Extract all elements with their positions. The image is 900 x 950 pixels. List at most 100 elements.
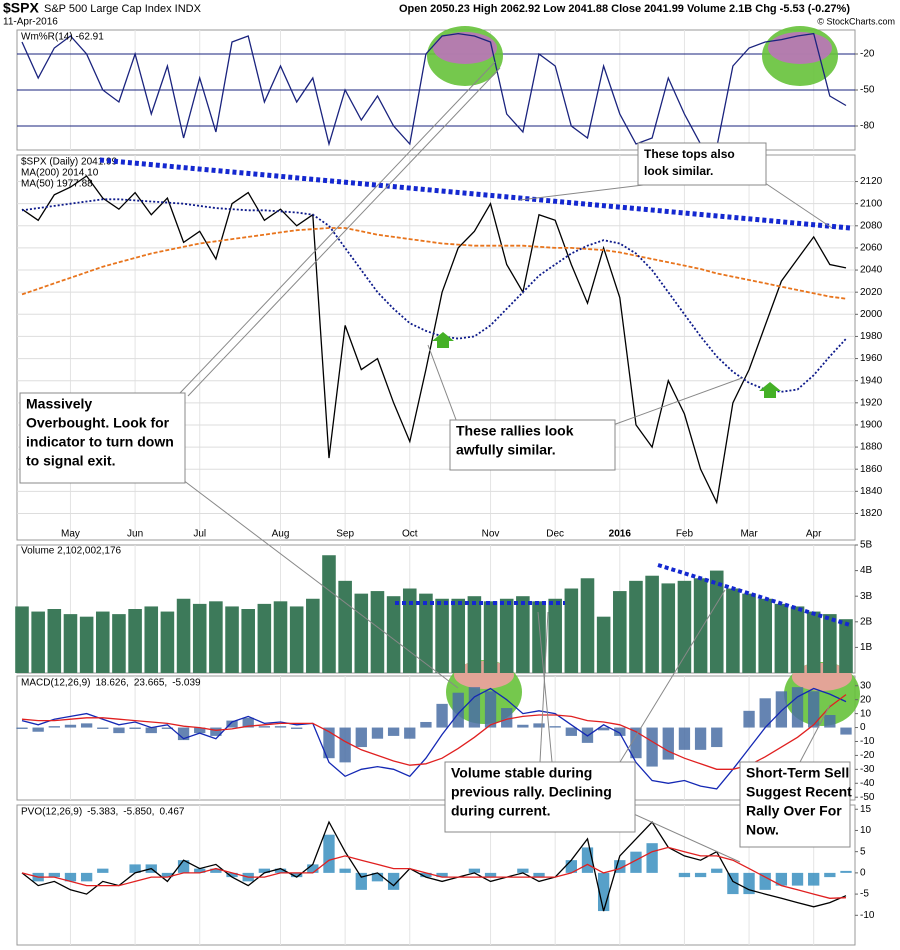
volume-bar bbox=[645, 575, 659, 673]
annotation-text: Now. bbox=[746, 822, 779, 838]
histogram-bar bbox=[32, 727, 44, 732]
volume-bar bbox=[823, 614, 837, 673]
y-tick-label: -30 bbox=[860, 764, 875, 775]
legend-entry: MA(50) 1977.88 bbox=[21, 179, 93, 190]
histogram-bar bbox=[226, 872, 238, 878]
legend-entry: $SPX (Daily) 2041.99 bbox=[21, 157, 118, 168]
y-tick-label: -5 bbox=[860, 889, 869, 900]
histogram-bar bbox=[274, 726, 287, 728]
volume-bar bbox=[306, 598, 320, 673]
histogram-bar bbox=[759, 872, 771, 890]
x-tick-label: Feb bbox=[676, 529, 694, 540]
y-tick-label: 3B bbox=[860, 591, 873, 602]
volume-bar bbox=[532, 601, 546, 673]
y-tick-label: 5 bbox=[860, 846, 866, 857]
credit: © StockCharts.com bbox=[817, 16, 895, 26]
y-tick-label: 2080 bbox=[860, 220, 883, 231]
legend-entry: PVO(12,26,9) bbox=[21, 807, 82, 818]
histogram-bar bbox=[533, 872, 545, 878]
volume-bar bbox=[95, 611, 110, 673]
series-line bbox=[21, 227, 847, 300]
y-tick-label: 1820 bbox=[860, 508, 883, 519]
volume-bar bbox=[677, 580, 692, 673]
volume-bar bbox=[693, 578, 708, 673]
volume-bar bbox=[15, 606, 29, 673]
annotation-text: during current. bbox=[451, 803, 551, 819]
y-tick-label: -20 bbox=[860, 49, 875, 60]
histogram-bar bbox=[597, 872, 610, 912]
histogram-bar bbox=[775, 872, 788, 886]
histogram-bar bbox=[339, 727, 351, 763]
y-tick-label: 1B bbox=[860, 642, 873, 653]
y-tick-label: 2060 bbox=[860, 243, 883, 254]
y-tick-label: 4B bbox=[860, 565, 873, 576]
volume-bar bbox=[726, 588, 740, 673]
x-tick-label: Dec bbox=[546, 529, 564, 540]
legend-entry: MACD(12,26,9) bbox=[21, 678, 90, 689]
x-tick-label: May bbox=[61, 529, 80, 540]
y-tick-label: 2B bbox=[860, 616, 873, 627]
annotation-text: Volume stable during bbox=[451, 765, 592, 781]
arrow bbox=[759, 382, 781, 398]
histogram-bar bbox=[711, 727, 723, 748]
histogram-bar bbox=[646, 843, 658, 873]
histogram-bar bbox=[808, 872, 820, 886]
volume-bar bbox=[629, 580, 643, 673]
histogram-bar bbox=[468, 687, 481, 728]
histogram-bar bbox=[840, 870, 852, 873]
volume-bar bbox=[467, 596, 482, 673]
histogram-bar bbox=[355, 727, 367, 748]
symbol: $SPX bbox=[3, 0, 39, 16]
y-tick-label: 1960 bbox=[860, 353, 883, 364]
x-tick-label: Sep bbox=[336, 529, 354, 540]
y-tick-label: 30 bbox=[860, 680, 872, 691]
volume-bar bbox=[758, 598, 773, 673]
annotation-text: Massively bbox=[26, 396, 92, 412]
annotation-text: Short-Term Sell bbox=[746, 765, 849, 781]
histogram-bar bbox=[808, 691, 820, 728]
histogram-bar bbox=[614, 860, 626, 873]
histogram-bar bbox=[177, 860, 190, 873]
y-tick-label: 1860 bbox=[860, 464, 883, 475]
histogram-bar bbox=[484, 872, 497, 878]
volume-bar bbox=[257, 603, 272, 673]
volume-bar bbox=[742, 593, 756, 673]
volume-bar bbox=[241, 609, 255, 673]
histogram-bar bbox=[840, 727, 852, 735]
histogram-bar bbox=[339, 868, 351, 873]
histogram-bar bbox=[694, 727, 707, 750]
panel-title: Volume 2,102,002,176 bbox=[21, 546, 122, 557]
histogram-bar bbox=[210, 868, 222, 873]
histogram-bar bbox=[420, 872, 432, 878]
histogram-bar bbox=[565, 860, 577, 873]
histogram-bar bbox=[743, 872, 755, 895]
histogram-bar bbox=[614, 727, 626, 736]
volume-bar bbox=[435, 598, 449, 673]
series-line bbox=[21, 175, 847, 505]
legend-entry: Wm%R(14) -62.91 bbox=[21, 32, 104, 43]
histogram-bar bbox=[565, 727, 577, 736]
histogram-bar bbox=[630, 851, 642, 873]
histogram-bar bbox=[129, 727, 141, 729]
histogram-bar bbox=[662, 727, 674, 760]
volume-bar bbox=[451, 598, 466, 673]
y-tick-label: -40 bbox=[860, 778, 875, 789]
y-tick-label: -80 bbox=[860, 121, 875, 132]
y-tick-label: -20 bbox=[860, 750, 875, 761]
y-tick-label: 1900 bbox=[860, 420, 883, 431]
y-tick-label: -10 bbox=[860, 736, 875, 747]
histogram-bar bbox=[258, 726, 271, 728]
histogram-bar bbox=[533, 723, 545, 728]
annotation-text: indicator to turn down bbox=[26, 434, 174, 450]
volume-bar bbox=[790, 606, 805, 673]
y-tick-label: 2020 bbox=[860, 287, 883, 298]
highlight bbox=[768, 32, 832, 64]
volume-bar bbox=[225, 606, 239, 673]
histogram-bar bbox=[113, 727, 125, 734]
volume-bar bbox=[402, 588, 417, 673]
x-tick-label: Nov bbox=[482, 529, 500, 540]
date: 11-Apr-2016 bbox=[3, 17, 58, 28]
histogram-bar bbox=[791, 872, 804, 886]
highlight bbox=[433, 32, 497, 64]
